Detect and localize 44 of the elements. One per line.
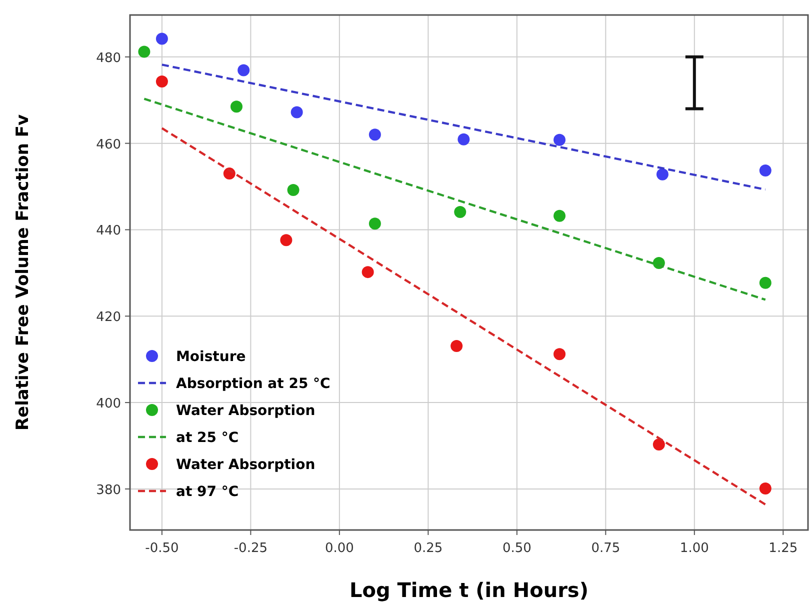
x-tick-label: 0.50 <box>502 541 532 556</box>
point <box>450 340 463 352</box>
legend-label: at 97 °C <box>176 484 239 500</box>
legend-label: Absorption at 25 °C <box>176 376 330 392</box>
point <box>138 46 150 58</box>
y-tick-label: 380 <box>96 482 121 498</box>
x-tick-label: 0.00 <box>324 541 354 556</box>
y-tick-label: 460 <box>96 137 121 152</box>
y-tick-label: 440 <box>96 224 121 239</box>
y-tick-label: 480 <box>96 50 121 66</box>
legend-label: Water Absorption <box>176 457 316 473</box>
x-tick-label: 1.25 <box>768 541 798 556</box>
y-tick-label: 400 <box>96 396 121 412</box>
point <box>362 266 374 278</box>
point <box>287 184 300 196</box>
legend-label: Water Absorption <box>176 403 316 419</box>
x-axis-title: Log Time t (in Hours) <box>350 578 588 602</box>
point <box>759 482 772 495</box>
point <box>554 348 566 360</box>
point <box>238 64 250 76</box>
x-tick-label: 0.75 <box>591 541 620 556</box>
point <box>759 276 772 289</box>
point <box>156 76 168 88</box>
point <box>458 133 470 146</box>
point <box>759 164 772 177</box>
legend-label: Moisture <box>176 349 246 365</box>
point <box>454 206 466 218</box>
point <box>230 100 242 113</box>
legend-label: at 25 °C <box>176 430 239 446</box>
x-tick-label: -0.50 <box>145 541 179 556</box>
point <box>368 218 381 230</box>
point <box>652 438 665 450</box>
point <box>554 210 566 222</box>
x-tick-label: 0.25 <box>414 541 443 556</box>
point <box>554 134 566 146</box>
point <box>656 168 668 180</box>
point <box>368 128 381 141</box>
y-axis-title: Relative Free Volume Fraction Fv <box>13 114 33 431</box>
x-tick-label: -0.25 <box>234 541 268 556</box>
point <box>156 32 168 45</box>
y-tick-label: 420 <box>96 310 121 326</box>
point <box>280 234 292 246</box>
x-tick-label: 1.00 <box>680 541 709 556</box>
point <box>290 106 303 118</box>
